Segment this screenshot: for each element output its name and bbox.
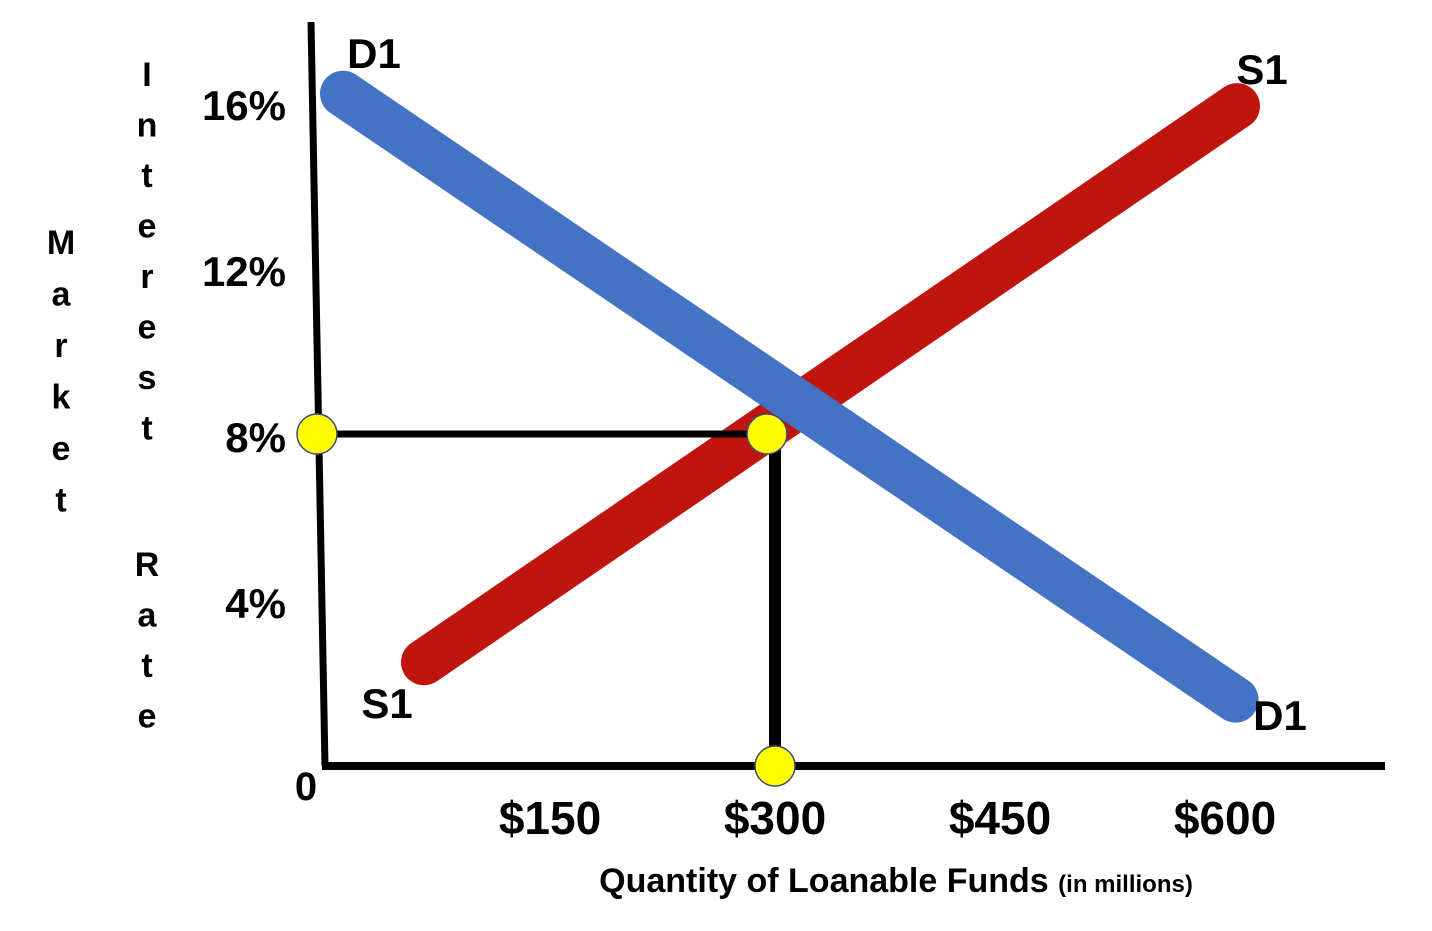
x-tick-label: $600 bbox=[1174, 792, 1276, 844]
y-axis-label-letter: e bbox=[138, 697, 157, 735]
equilibrium-guides bbox=[325, 430, 781, 766]
y-axis-label-letter: s bbox=[138, 359, 157, 397]
y-axis-label-letter: M bbox=[47, 224, 75, 262]
demand-start-label: D1 bbox=[347, 30, 401, 77]
y-axis-label-letter: a bbox=[52, 276, 72, 314]
x-tick-label: $450 bbox=[949, 792, 1051, 844]
equilibrium-markers bbox=[296, 413, 796, 787]
y-axis-label-letter: t bbox=[141, 647, 152, 685]
demand-end-label: D1 bbox=[1253, 692, 1307, 739]
y-axis-label-letter: I bbox=[142, 56, 151, 94]
x-tick-label: $300 bbox=[724, 792, 826, 844]
y-axis-label-letter: r bbox=[54, 327, 67, 365]
axes bbox=[307, 21, 1385, 770]
x-axis-label: Quantity of Loanable Funds (in millions) bbox=[599, 862, 1193, 900]
y-tick-label: 4% bbox=[225, 580, 286, 627]
curves-layer bbox=[320, 70, 1260, 723]
y-axis-label-letter: e bbox=[138, 208, 157, 246]
x-axis-unit-note: (in millions) bbox=[1058, 871, 1193, 898]
y-tick-label: 16% bbox=[202, 82, 286, 129]
origin-label: 0 bbox=[295, 765, 317, 809]
y-axis-label-letter: r bbox=[140, 258, 153, 296]
y-axis-label-letter: t bbox=[141, 157, 152, 195]
equilibrium-point-marker bbox=[746, 413, 788, 455]
y-axis-label-letter: t bbox=[141, 410, 152, 448]
labels: 4% 8% 12% 16% $150 $300 $450 $600 0 Quantity of L… bbox=[47, 30, 1307, 900]
equilibrium-quantity-marker bbox=[754, 745, 796, 787]
s1-curve bbox=[401, 83, 1260, 686]
supply-start-label: S1 bbox=[361, 680, 412, 727]
x-axis-title: Quantity of Loanable Funds bbox=[599, 862, 1058, 900]
y-tick-label: 12% bbox=[202, 248, 286, 295]
y-axis-label-letter: R bbox=[135, 546, 160, 584]
y-axis bbox=[307, 21, 329, 767]
equilibrium-rate-marker bbox=[296, 413, 338, 455]
supply-end-label: S1 bbox=[1236, 46, 1287, 93]
y-axis-label-letter: t bbox=[55, 482, 66, 520]
y-tick-label: 8% bbox=[225, 414, 286, 461]
y-axis-label-letter: n bbox=[137, 107, 158, 145]
y-axis-label-letter: e bbox=[52, 430, 71, 468]
d1-curve bbox=[320, 70, 1259, 723]
x-tick-label: $150 bbox=[499, 792, 601, 844]
y-axis-label-letter: k bbox=[52, 379, 71, 417]
y-axis-label-letter: a bbox=[138, 596, 158, 634]
y-axis-label-letter: e bbox=[138, 309, 157, 347]
